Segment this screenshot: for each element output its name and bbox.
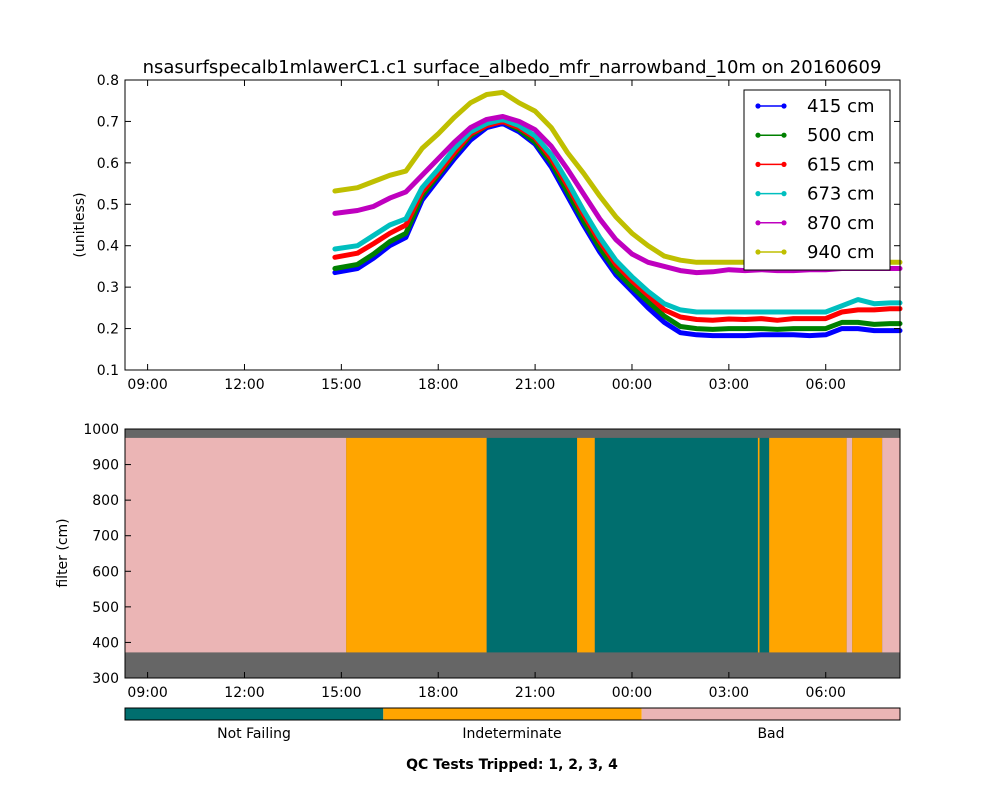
colorbar-label-not-failing: Not Failing <box>217 726 291 742</box>
qc-plot-frame <box>124 428 901 679</box>
x-tick-label: 18:00 <box>418 377 458 393</box>
legend-marker <box>755 191 761 197</box>
legend-label: 940 cm <box>807 242 875 263</box>
qc-axis-ticks: 09:00 12:00 15:00 18:00 21:00 00:00 03:00 06:00… <box>83 422 846 701</box>
legend-marker <box>781 249 787 255</box>
legend-marker <box>781 103 787 109</box>
legend-label: 415 cm <box>807 96 875 117</box>
x-tick-label: 00:00 <box>612 377 652 393</box>
qc-segment <box>882 437 900 653</box>
x-tick-label: 03:00 <box>709 377 749 393</box>
qc-y-axis-label: filter (cm) <box>55 518 71 587</box>
qc-x-tick-label: 06:00 <box>806 685 846 701</box>
qc-x-tick-label: 00:00 <box>612 685 652 701</box>
qc-y-tick-label: 900 <box>92 458 119 474</box>
qc-x-tick-label: 12:00 <box>224 685 264 701</box>
y-axis-label: (unitless) <box>72 192 88 257</box>
legend-marker <box>755 103 761 109</box>
qc-segment <box>846 437 853 653</box>
qc-segment <box>125 437 347 653</box>
legend-label: 615 cm <box>807 154 875 175</box>
qc-segment <box>852 437 883 653</box>
qc-segments <box>125 429 900 678</box>
albedo-line-chart: nsasurfspecalb1mlawerC1.c1 surface_albed… <box>72 57 903 393</box>
colorbar-not-failing <box>125 708 384 720</box>
qc-y-tick-label: 700 <box>92 529 119 545</box>
qc-x-tick-label: 18:00 <box>418 685 458 701</box>
y-tick-label: 0.4 <box>97 239 119 255</box>
x-tick-label: 12:00 <box>224 377 264 393</box>
qc-segment <box>757 437 760 653</box>
qc-heatmap: 09:00 12:00 15:00 18:00 21:00 00:00 03:00 06:00… <box>55 422 901 701</box>
legend-marker <box>755 132 761 138</box>
legend-marker <box>755 249 761 255</box>
legend-box <box>743 89 891 271</box>
x-tick-label: 21:00 <box>515 377 555 393</box>
qc-segment <box>594 437 758 653</box>
colorbar-frame <box>124 707 901 721</box>
qc-y-tick-label: 1000 <box>83 422 119 438</box>
plot-frame <box>124 79 901 371</box>
qc-tests-footer: QC Tests Tripped: 1, 2, 3, 4 <box>406 757 618 773</box>
colorbar-label-bad: Bad <box>757 726 784 742</box>
y-tick-label: 0.2 <box>97 322 119 338</box>
colorbar-indeterminate <box>383 708 642 720</box>
colorbar-bad <box>641 708 900 720</box>
qc-x-tick-label: 21:00 <box>515 685 555 701</box>
qc-segment <box>759 437 770 653</box>
legend: 415 cm 500 cm 615 cm 673 cm 870 cm 940 cm <box>743 89 891 271</box>
colorbar-label-indeterminate: Indeterminate <box>462 726 561 742</box>
y-tick-label: 0.1 <box>97 363 119 379</box>
qc-y-tick-label: 400 <box>92 635 119 651</box>
qc-x-tick-label: 09:00 <box>127 685 167 701</box>
y-tick-label: 0.8 <box>97 73 119 89</box>
y-tick-label: 0.3 <box>97 280 119 296</box>
qc-segment <box>577 437 595 653</box>
y-tick-label: 0.7 <box>97 114 119 130</box>
x-tick-label: 06:00 <box>806 377 846 393</box>
qc-y-tick-label: 800 <box>92 493 119 509</box>
series-line-415-cm <box>332 121 903 339</box>
qc-y-tick-label: 500 <box>92 600 119 616</box>
qc-segment <box>346 437 487 653</box>
legend-marker <box>781 132 787 138</box>
y-tick-label: 0.5 <box>97 197 119 213</box>
qc-segment <box>769 437 847 653</box>
x-tick-label: 09:00 <box>127 377 167 393</box>
qc-y-tick-label: 600 <box>92 564 119 580</box>
legend-marker <box>781 220 787 226</box>
series-line-673-cm <box>332 116 903 315</box>
qc-segment <box>486 437 578 653</box>
qc-x-tick-label: 03:00 <box>709 685 749 701</box>
qc-x-tick-label: 15:00 <box>321 685 361 701</box>
qc-y-tick-label: 300 <box>92 671 119 687</box>
legend-marker <box>781 191 787 197</box>
axis-ticks: 09:00 12:00 15:00 18:00 21:00 00:00 03:00 06:00… <box>97 73 900 393</box>
legend-marker <box>781 161 787 167</box>
legend-label: 500 cm <box>807 125 875 146</box>
series-line-615-cm <box>332 118 903 323</box>
y-tick-label: 0.6 <box>97 156 119 172</box>
chart-title: nsasurfspecalb1mlawerC1.c1 surface_albed… <box>143 57 882 78</box>
qc-colorbar: Not Failing Indeterminate Bad <box>124 707 901 742</box>
legend-label: 870 cm <box>807 213 875 234</box>
legend-marker <box>755 161 761 167</box>
x-tick-label: 15:00 <box>321 377 361 393</box>
legend-label: 673 cm <box>807 184 875 205</box>
legend-marker <box>755 220 761 226</box>
